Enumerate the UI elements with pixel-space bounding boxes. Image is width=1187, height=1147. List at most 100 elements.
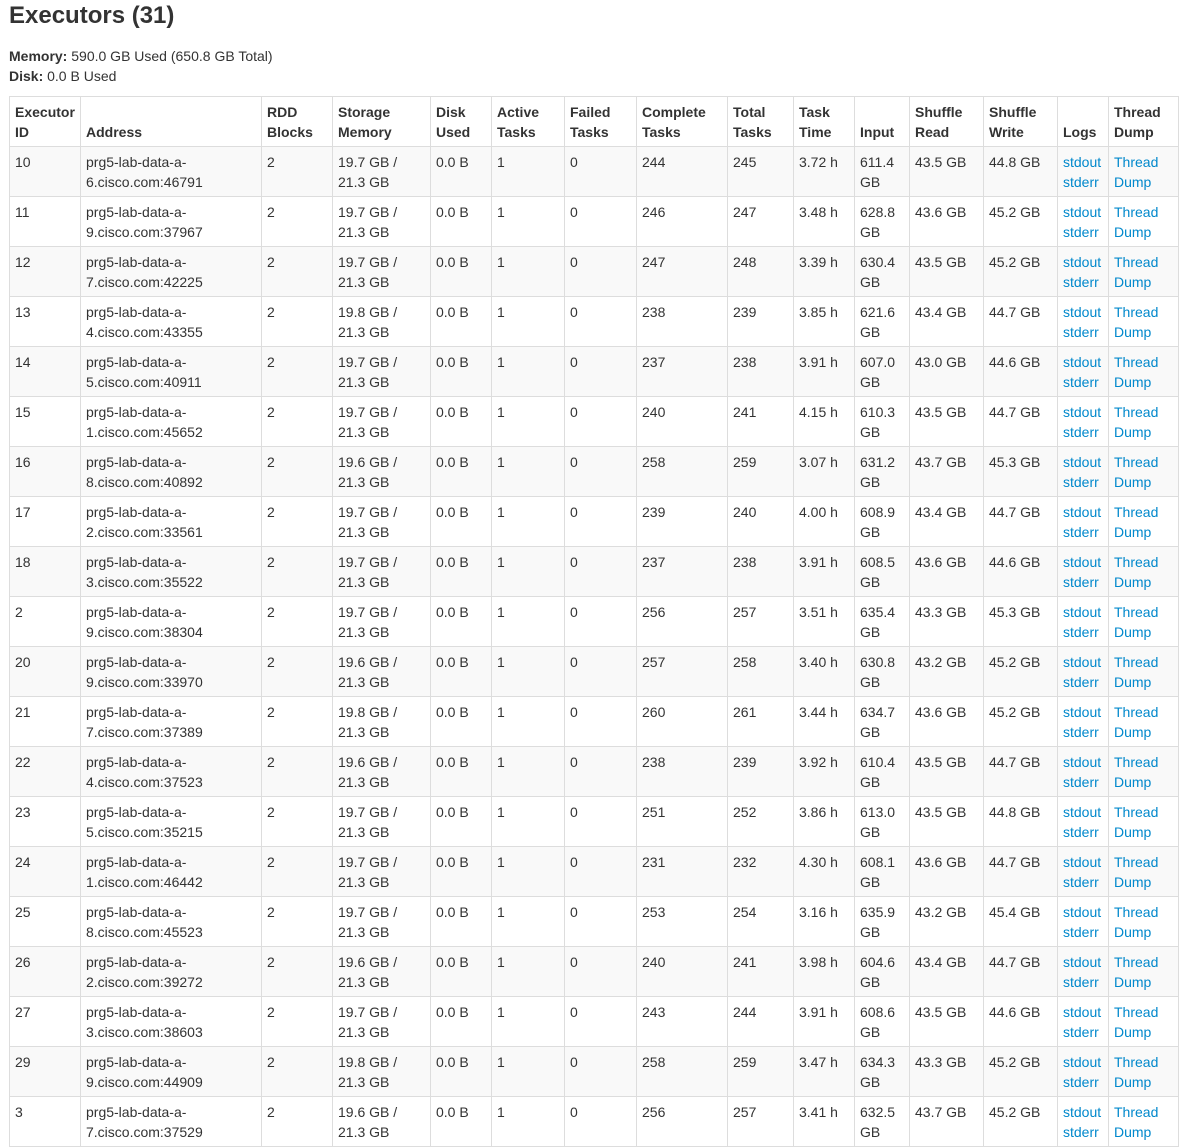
stdout-link[interactable]: stdout [1063, 804, 1102, 820]
thread-dump-link[interactable]: Thread Dump [1114, 154, 1159, 190]
stdout-link[interactable]: stdout [1063, 604, 1102, 620]
disk-used-cell: 0.0 B [430, 896, 492, 947]
total-tasks-cell: 238 [727, 346, 794, 397]
column-header-address[interactable]: Address [80, 96, 262, 147]
thread-dump-link[interactable]: Thread Dump [1114, 1104, 1159, 1140]
stderr-link[interactable]: stderr [1063, 724, 1099, 740]
stderr-link[interactable]: stderr [1063, 974, 1099, 990]
stderr-link[interactable]: stderr [1063, 224, 1099, 240]
stdout-link[interactable]: stdout [1063, 504, 1102, 520]
stdout-link[interactable]: stdout [1063, 354, 1102, 370]
stdout-link[interactable]: stdout [1063, 754, 1102, 770]
thread-dump-link[interactable]: Thread Dump [1114, 754, 1159, 790]
logs-cell: stdout stderr [1057, 396, 1109, 447]
stderr-link[interactable]: stderr [1063, 824, 1099, 840]
active-tasks-cell: 1 [491, 246, 565, 297]
column-header-failed-tasks[interactable]: Failed Tasks [564, 96, 637, 147]
thread-dump-link[interactable]: Thread Dump [1114, 904, 1159, 940]
stderr-link[interactable]: stderr [1063, 1024, 1099, 1040]
column-header-input[interactable]: Input [854, 96, 910, 147]
complete-tasks-cell: 258 [636, 1046, 728, 1097]
shuffle-read-cell: 43.4 GB [909, 296, 984, 347]
stderr-link[interactable]: stderr [1063, 1074, 1099, 1090]
stdout-link[interactable]: stdout [1063, 854, 1102, 870]
column-header-complete-tasks[interactable]: Complete Tasks [636, 96, 728, 147]
stdout-link[interactable]: stdout [1063, 404, 1102, 420]
thread-dump-link[interactable]: Thread Dump [1114, 954, 1159, 990]
disk-used-cell: 0.0 B [430, 1096, 492, 1147]
stderr-link[interactable]: stderr [1063, 874, 1099, 890]
stderr-link[interactable]: stderr [1063, 324, 1099, 340]
complete-tasks-cell: 256 [636, 1096, 728, 1147]
stdout-link[interactable]: stdout [1063, 1104, 1102, 1120]
logs-cell: stdout stderr [1057, 846, 1109, 897]
stdout-link[interactable]: stdout [1063, 254, 1102, 270]
thread-dump-link[interactable]: Thread Dump [1114, 304, 1159, 340]
stdout-link[interactable]: stdout [1063, 654, 1102, 670]
stderr-link[interactable]: stderr [1063, 574, 1099, 590]
stderr-link[interactable]: stderr [1063, 774, 1099, 790]
stderr-link[interactable]: stderr [1063, 674, 1099, 690]
thread-dump-link[interactable]: Thread Dump [1114, 804, 1159, 840]
thread-dump-link[interactable]: Thread Dump [1114, 404, 1159, 440]
stderr-link[interactable]: stderr [1063, 274, 1099, 290]
stderr-link[interactable]: stderr [1063, 424, 1099, 440]
stdout-link[interactable]: stdout [1063, 304, 1102, 320]
stdout-link[interactable]: stdout [1063, 954, 1102, 970]
thread-dump-link[interactable]: Thread Dump [1114, 1004, 1159, 1040]
stderr-link[interactable]: stderr [1063, 374, 1099, 390]
thread-dump-link[interactable]: Thread Dump [1114, 1054, 1159, 1090]
stdout-link[interactable]: stdout [1063, 1054, 1102, 1070]
stdout-link[interactable]: stdout [1063, 454, 1102, 470]
disk-used-cell: 0.0 B [430, 996, 492, 1047]
thread-dump-link[interactable]: Thread Dump [1114, 654, 1159, 690]
stdout-link[interactable]: stdout [1063, 904, 1102, 920]
column-header-total-tasks[interactable]: Total Tasks [727, 96, 794, 147]
column-header-task-time[interactable]: Task Time [793, 96, 855, 147]
stdout-link[interactable]: stdout [1063, 704, 1102, 720]
column-header-executor-id[interactable]: Executor ID [9, 96, 81, 147]
thread-dump-link[interactable]: Thread Dump [1114, 554, 1159, 590]
task-time-cell: 3.47 h [793, 1046, 855, 1097]
thread-dump-link[interactable]: Thread Dump [1114, 254, 1159, 290]
column-header-logs[interactable]: Logs [1057, 96, 1109, 147]
shuffle-write-cell: 44.8 GB [983, 796, 1058, 847]
input-cell: 630.4 GB [854, 246, 910, 297]
column-header-rdd-blocks[interactable]: RDD Blocks [261, 96, 333, 147]
thread-dump-link[interactable]: Thread Dump [1114, 504, 1159, 540]
stderr-link[interactable]: stderr [1063, 1124, 1099, 1140]
stderr-link[interactable]: stderr [1063, 924, 1099, 940]
storage-memory-cell: 19.7 GB / 21.3 GB [332, 846, 431, 897]
storage-memory-cell: 19.7 GB / 21.3 GB [332, 546, 431, 597]
executors-table: Executor ID Address RDD Blocks Storage Memo… [9, 96, 1179, 1147]
column-header-shuffle-write[interactable]: Shuffle Write [983, 96, 1058, 147]
thread-dump-link[interactable]: Thread Dump [1114, 604, 1159, 640]
column-header-thread-dump[interactable]: Thread Dump [1108, 96, 1179, 147]
thread-dump-link[interactable]: Thread Dump [1114, 454, 1159, 490]
column-header-storage-memory[interactable]: Storage Memory [332, 96, 431, 147]
table-row: 18 prg5-lab-data-a-3.cisco.com:35522 2 19.7… [9, 546, 1179, 597]
stderr-link[interactable]: stderr [1063, 174, 1099, 190]
stderr-link[interactable]: stderr [1063, 624, 1099, 640]
active-tasks-cell: 1 [491, 796, 565, 847]
thread-dump-link[interactable]: Thread Dump [1114, 354, 1159, 390]
stderr-link[interactable]: stderr [1063, 474, 1099, 490]
stdout-link[interactable]: stdout [1063, 554, 1102, 570]
thread-dump-link[interactable]: Thread Dump [1114, 854, 1159, 890]
column-header-disk-used[interactable]: Disk Used [430, 96, 492, 147]
disk-used-cell: 0.0 B [430, 646, 492, 697]
column-header-shuffle-read[interactable]: Shuffle Read [909, 96, 984, 147]
stdout-link[interactable]: stdout [1063, 204, 1102, 220]
stdout-link[interactable]: stdout [1063, 154, 1102, 170]
thread-dump-link[interactable]: Thread Dump [1114, 704, 1159, 740]
thread-dump-link[interactable]: Thread Dump [1114, 204, 1159, 240]
column-header-active-tasks[interactable]: Active Tasks [491, 96, 565, 147]
stdout-link[interactable]: stdout [1063, 1004, 1102, 1020]
storage-memory-cell: 19.7 GB / 21.3 GB [332, 896, 431, 947]
active-tasks-cell: 1 [491, 846, 565, 897]
storage-memory-cell: 19.7 GB / 21.3 GB [332, 246, 431, 297]
active-tasks-cell: 1 [491, 146, 565, 197]
stderr-link[interactable]: stderr [1063, 524, 1099, 540]
failed-tasks-cell: 0 [564, 196, 637, 247]
address-cell: prg5-lab-data-a-5.cisco.com:40911 [80, 346, 262, 397]
